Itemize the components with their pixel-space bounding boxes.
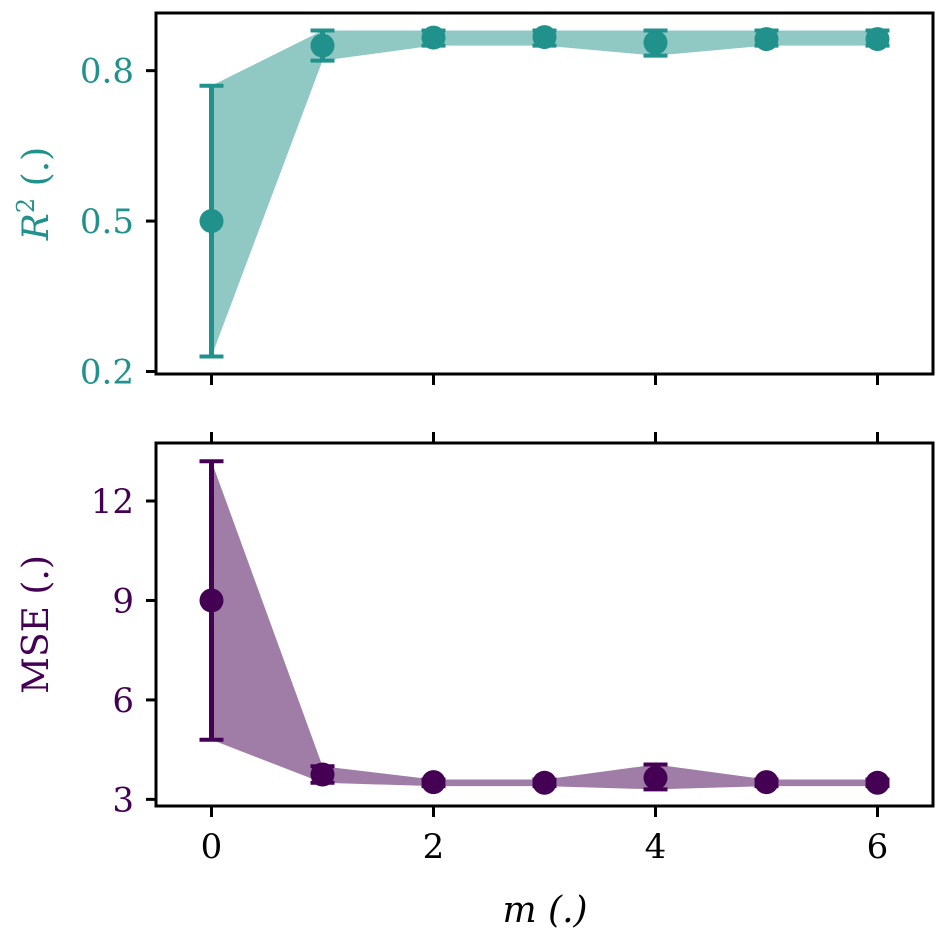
y-tick-label: 0.8 (80, 52, 134, 92)
data-point (865, 27, 890, 52)
x-tick-label: 0 (201, 827, 223, 867)
data-point (865, 770, 890, 795)
y-tick-label: 12 (91, 482, 134, 522)
x-tick-label: 6 (867, 827, 889, 867)
y-tick-label: 0.5 (80, 202, 134, 242)
x-tick-label: 4 (645, 827, 667, 867)
data-point (532, 25, 557, 50)
y-tick-label: 9 (112, 581, 134, 621)
plot-frame (154, 441, 935, 808)
data-point (754, 27, 779, 52)
mse-panel: 3 6 9 12 0 2 4 6 MSE (.) (16, 432, 935, 867)
y-axis-label: MSE (.) (16, 555, 57, 694)
confidence-band (211, 461, 878, 790)
data-point (643, 765, 668, 790)
data-point (643, 30, 668, 55)
y-axis-label: R2 (.) (12, 147, 57, 241)
r2-panel: 0.2 0.5 0.8 R2 (.) (12, 11, 935, 392)
y-tick-label: 3 (112, 780, 134, 820)
data-point (310, 762, 335, 787)
confidence-band (211, 30, 878, 357)
data-point (199, 588, 224, 613)
data-point (199, 209, 224, 234)
data-point (532, 770, 557, 795)
plot-frame (154, 11, 935, 376)
x-axis-label: m (.) (502, 890, 587, 931)
x-tick-label: 2 (423, 827, 445, 867)
data-point (421, 770, 446, 795)
y-tick-label: 6 (112, 681, 134, 721)
data-point (421, 25, 446, 50)
data-point (310, 33, 335, 58)
y-tick-label: 0.2 (80, 352, 134, 392)
data-point (754, 770, 779, 795)
